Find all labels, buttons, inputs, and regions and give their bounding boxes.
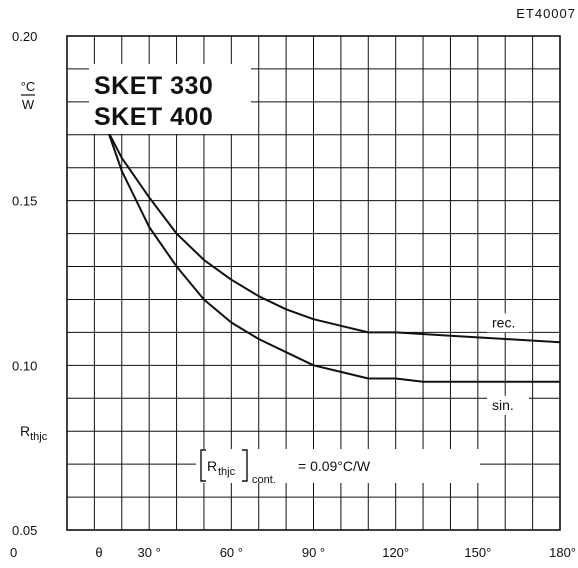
y-tick-label: 0.15 <box>12 194 37 209</box>
series-line <box>107 131 561 344</box>
x-tick-label: 90 ° <box>302 545 325 560</box>
y-unit: °C W <box>21 79 36 112</box>
plot-frame <box>66 35 561 531</box>
x-angle-symbol: θ <box>95 545 102 560</box>
x-tick-label: 30 ° <box>138 545 161 560</box>
y-symbol-sub: thjc <box>30 431 48 443</box>
series-label-bg <box>487 313 529 333</box>
y-tick-label: 0.05 <box>12 523 37 538</box>
continuous-rthjc-annotation: R thjc cont. = 0.09°C/W <box>196 449 480 486</box>
series-label: rec. <box>492 314 515 330</box>
annotation-symbol: R <box>207 458 217 474</box>
x-tick-label: 150° <box>464 545 491 560</box>
y-symbol-main: R <box>20 423 30 439</box>
y-tick-labels: 0.20 0.15 0.10 0.05 <box>12 29 37 538</box>
x-tick-labels: 0 30 ° 60 ° 90 ° 120° 150° 180° <box>10 545 576 560</box>
series-labels: rec. sin. <box>487 313 529 415</box>
y-unit-numerator: °C <box>21 79 36 94</box>
series-lines <box>107 131 561 383</box>
series-label: sin. <box>492 397 514 413</box>
figure-code: ET40007 <box>516 6 576 21</box>
y-tick-label: 0.20 <box>12 29 37 44</box>
x-tick-label: 120° <box>382 545 409 560</box>
annotation-sub-thjc: thjc <box>218 466 236 478</box>
annotation-value: = 0.09°C/W <box>298 458 371 474</box>
x-tick-label: 60 ° <box>220 545 243 560</box>
annotation-sub-cont: cont. <box>252 474 276 486</box>
y-unit-denominator: W <box>22 97 35 112</box>
series-label-bg <box>487 395 529 415</box>
x-tick-label: 180° <box>549 545 576 560</box>
svg-text:Rthjc: Rthjc <box>20 423 48 443</box>
y-axis-symbol: Rthjc <box>20 423 48 443</box>
y-tick-label: 0.10 <box>12 358 37 373</box>
series-line <box>107 131 560 383</box>
title-box: SKET 330 SKET 400 <box>89 64 251 134</box>
title-line-1: SKET 330 <box>94 72 213 100</box>
title-line-2: SKET 400 <box>94 103 213 131</box>
x-tick-label: 0 <box>10 545 17 560</box>
